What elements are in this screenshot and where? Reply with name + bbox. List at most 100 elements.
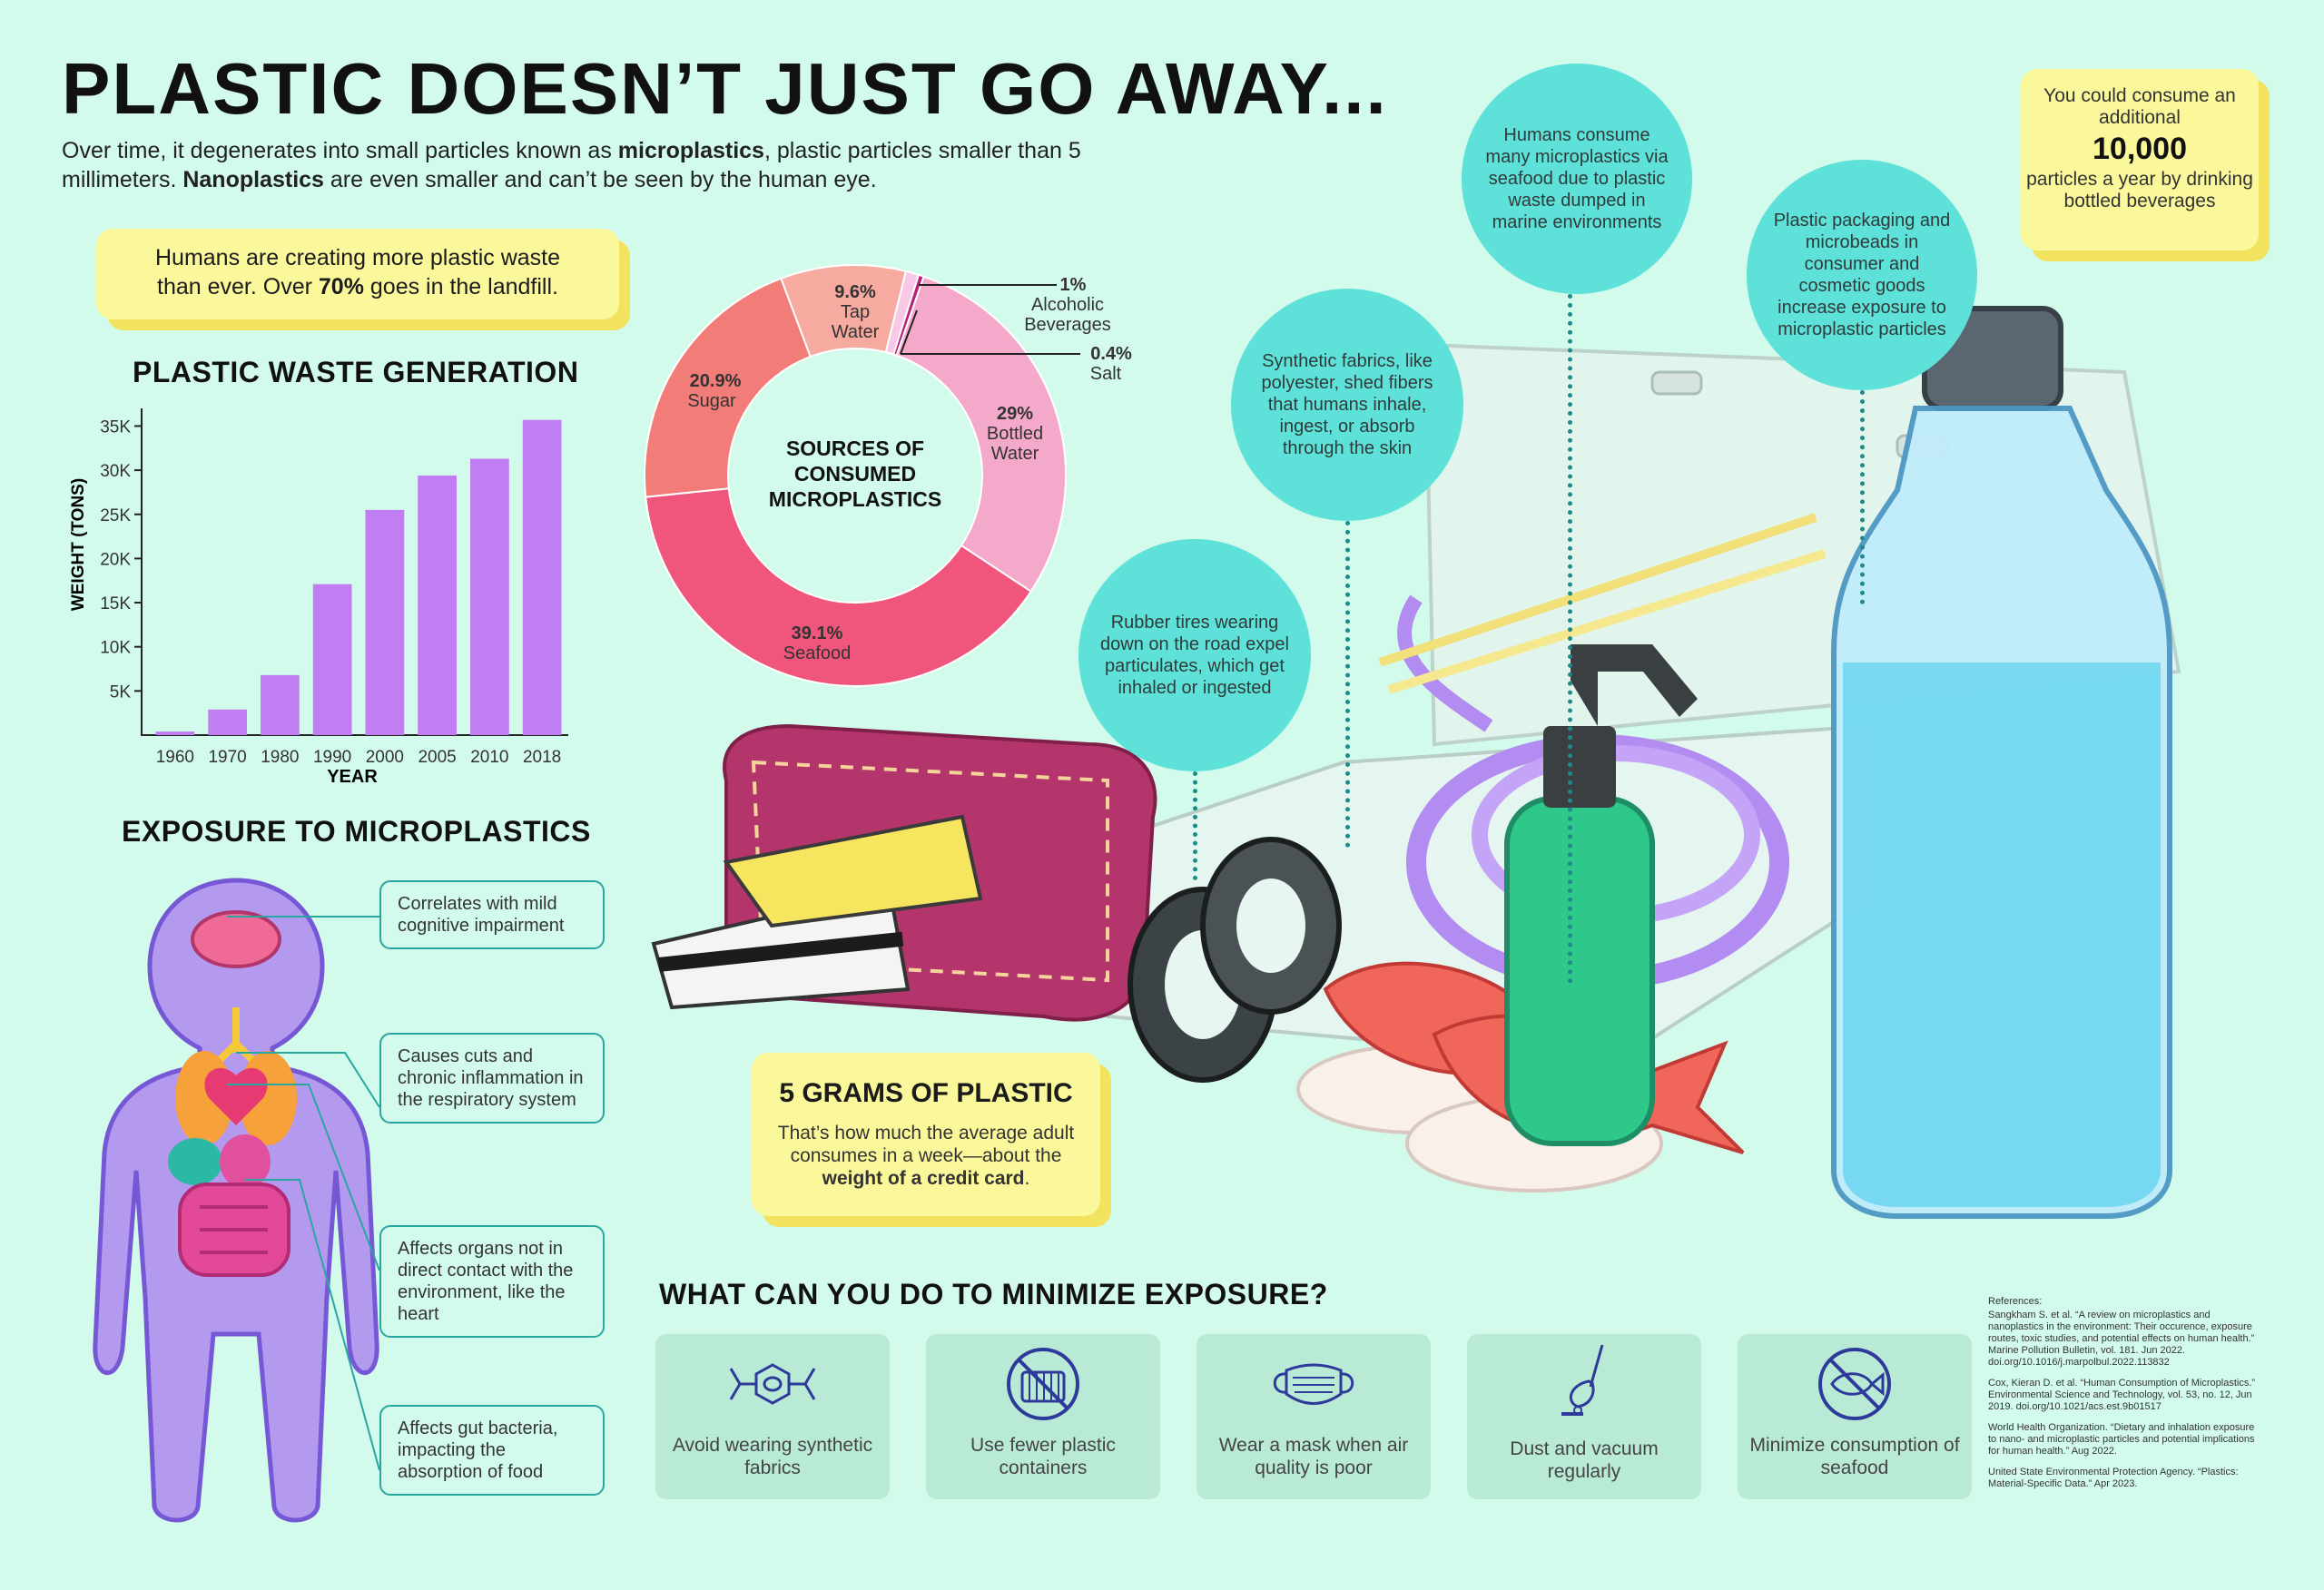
donut-slice: [891, 273, 925, 357]
y-tick-label: 10K: [100, 639, 131, 658]
alc-label-2: Beverages: [1024, 315, 1111, 335]
vacuum-icon: [1561, 1344, 1604, 1416]
exposure-brain: Correlates with mild cognitive impairmen…: [379, 880, 605, 949]
seafood-label: Seafood: [783, 643, 852, 663]
seafood-pct: 39.1%: [792, 623, 843, 643]
grams-callout-title: 5 GRAMS OF PLASTIC: [779, 1078, 1073, 1108]
leader-seafood: [1568, 294, 1572, 984]
grams-callout-body: That’s how much the average adult consum…: [777, 1123, 1075, 1189]
donut-center-3: MICROPLASTICS: [769, 487, 941, 511]
chopstick: [1378, 513, 1817, 667]
bubble-fabrics: Synthetic fabrics, like polyester, shed …: [1231, 289, 1463, 521]
bottle-callout-line2: particles a year by drinking bottled bev…: [2026, 169, 2253, 211]
x-axis-label: YEAR: [327, 767, 378, 787]
soap-pump: [1571, 644, 1698, 726]
stomach-icon: [220, 1134, 271, 1189]
x-tick-label: 2005: [418, 748, 456, 767]
liver-icon: [168, 1138, 222, 1185]
bar: [155, 731, 195, 735]
donut-slice: [644, 277, 812, 498]
reference-item: Sangkham S. et al. “A review on micropla…: [1988, 1310, 2255, 1368]
bubble-tires: Rubber tires wearing down on the road ex…: [1078, 539, 1311, 771]
bar: [522, 419, 562, 735]
x-tick-label: 1990: [313, 748, 351, 767]
molecule-icon: [729, 1363, 816, 1405]
bar: [261, 674, 300, 735]
leader-tires: [1193, 771, 1197, 880]
exposure-title: EXPOSURE TO MICROPLASTICS: [122, 815, 591, 848]
y-tick-label: 35K: [100, 417, 131, 437]
exposure-lungs: Causes cuts and chronic inflammation in …: [379, 1033, 605, 1124]
reference-item: United State Environmental Protection Ag…: [1988, 1467, 2239, 1489]
tip-label: Wear a mask when air quality is poor: [1218, 1435, 1409, 1478]
bar: [470, 458, 509, 735]
exposure-leaders: [227, 916, 380, 1471]
brain-icon: [191, 910, 281, 968]
bar: [365, 509, 405, 735]
y-axis-label: WEIGHT (TONS): [69, 478, 88, 611]
waste-callout: Humans are creating more plastic waste t…: [96, 229, 619, 319]
y-tick-label: 30K: [100, 462, 131, 481]
bottled-label-1: Bottled: [987, 424, 1043, 444]
donut-center-2: CONSUMED: [794, 462, 916, 486]
reference-item: Cox, Kieran D. et al. “Human Consumption…: [1988, 1378, 2256, 1412]
bar: [418, 475, 457, 735]
donut-chart: SOURCES OF CONSUMED MICROPLASTICS 9.6% T…: [644, 264, 1132, 687]
leader-packaging: [1860, 390, 1865, 604]
x-tick-label: 2018: [523, 748, 561, 767]
exposure-heart: Affects organs not in direct contact wit…: [379, 1225, 605, 1338]
waste-callout-line1: Humans are creating more plastic waste: [154, 245, 561, 270]
soap-bottle: [1504, 796, 1655, 1146]
alc-label-1: Alcoholic: [1031, 295, 1104, 315]
sugar-label: Sugar: [687, 391, 736, 411]
bubble-seafood: Humans consume many microplastics via se…: [1462, 64, 1692, 294]
heart-icon: [204, 1067, 268, 1125]
x-tick-label: 1970: [208, 748, 246, 767]
tip-label: Use fewer plastic containers: [970, 1435, 1116, 1478]
bar: [208, 709, 247, 735]
tap-label-2: Water: [832, 322, 880, 342]
bottle-callout: You could consume an additional 10,000 p…: [2021, 69, 2259, 250]
waste-callout-line2: than ever. Over 70% goes in the landfill…: [157, 274, 558, 299]
bottled-label-2: Water: [991, 444, 1039, 464]
bottled-pct: 29%: [997, 404, 1033, 424]
y-tick-label: 5K: [110, 682, 132, 702]
references-heading: References:: [1988, 1296, 2043, 1307]
bar-chart-title: PLASTIC WASTE GENERATION: [133, 356, 579, 388]
donut-slice: [895, 275, 1067, 594]
leader-fabrics: [1345, 521, 1350, 848]
tip-seafood: Minimize consumption of seafood: [1738, 1334, 1972, 1499]
no-fish-icon: [1818, 1348, 1891, 1420]
human-body-figure: [93, 878, 379, 1523]
bottle-callout-line1: You could consume an additional: [2043, 85, 2236, 128]
reference-item: World Health Organization. “Dietary and …: [1988, 1422, 2255, 1457]
y-tick-label: 15K: [100, 594, 131, 613]
bottle-callout-number: 10,000: [2093, 132, 2187, 166]
donut-slice: [645, 487, 1033, 687]
tip-synthetic-fabrics: Avoid wearing synthetic fabrics: [655, 1334, 890, 1499]
references: References: Sangkham S. et al. “A review…: [1988, 1296, 2260, 1499]
tip-label: Avoid wearing synthetic fabrics: [672, 1435, 873, 1478]
bubble-packaging: Plastic packaging and microbeads in cons…: [1747, 160, 1977, 390]
salt-label: Salt: [1090, 364, 1122, 384]
page-title: PLASTIC DOESN’T JUST GO AWAY...: [62, 48, 1388, 129]
tap-pct: 9.6%: [834, 282, 876, 302]
tip-plastic-containers: Use fewer plastic containers: [926, 1334, 1160, 1499]
tap-label-1: Tap: [841, 302, 870, 322]
x-tick-label: 2000: [366, 748, 404, 767]
alc-pct: 1%: [1060, 275, 1087, 295]
salt-pct: 0.4%: [1090, 344, 1132, 364]
minimize-title: WHAT CAN YOU DO TO MINIMIZE EXPOSURE?: [659, 1278, 1328, 1310]
tip-label: Dust and vacuum regularly: [1510, 1438, 1659, 1482]
y-tick-label: 25K: [100, 506, 131, 525]
mask-icon: [1273, 1363, 1354, 1405]
credit-card: [723, 814, 983, 928]
tip-vacuum: Dust and vacuum regularly: [1467, 1334, 1701, 1499]
plastic-items-illustration: [651, 306, 2181, 1219]
tip-label: Minimize consumption of seafood: [1749, 1435, 1960, 1478]
y-tick-label: 20K: [100, 550, 131, 569]
no-container-icon: [1007, 1348, 1079, 1420]
x-tick-label: 1980: [261, 748, 299, 767]
bar-chart: WEIGHT (TONS) YEAR 5K 10K 15K 20K 25K 30K 35K 1…: [69, 408, 568, 787]
bar: [312, 584, 352, 735]
